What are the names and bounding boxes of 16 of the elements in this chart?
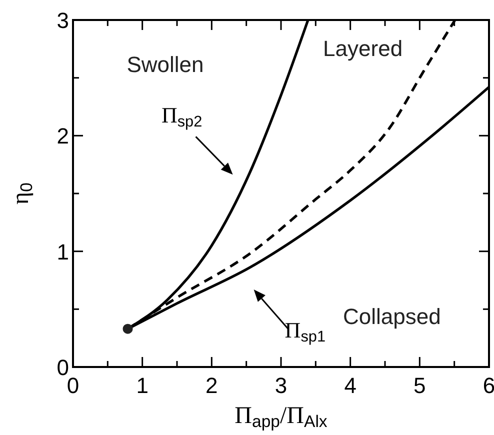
- text: Π$_{sp2}$: [161, 102, 202, 130]
- annotation: Collapsed: [343, 304, 441, 330]
- annotation: Layered: [323, 36, 403, 61]
- annotation: Swollen: [126, 52, 204, 78]
- y-tick-label: 1: [56, 239, 69, 264]
- x-tick-label: 3: [274, 373, 288, 398]
- text: Π$_{sp1}$: [284, 318, 326, 346]
- x-tick-label: 6: [482, 373, 494, 398]
- x-axis-title: Π$_{app}$/Π$_{Alx}$: [234, 403, 328, 432]
- x-tick-label: 2: [206, 373, 218, 398]
- y-tick-label: 2: [56, 124, 69, 149]
- x-tick-label: 5: [414, 373, 426, 398]
- y-tick-label: 0: [56, 355, 69, 380]
- x-tick-label: 1: [136, 373, 148, 398]
- x-tick-label: 4: [344, 373, 356, 398]
- y-tick-label: 3: [56, 8, 69, 33]
